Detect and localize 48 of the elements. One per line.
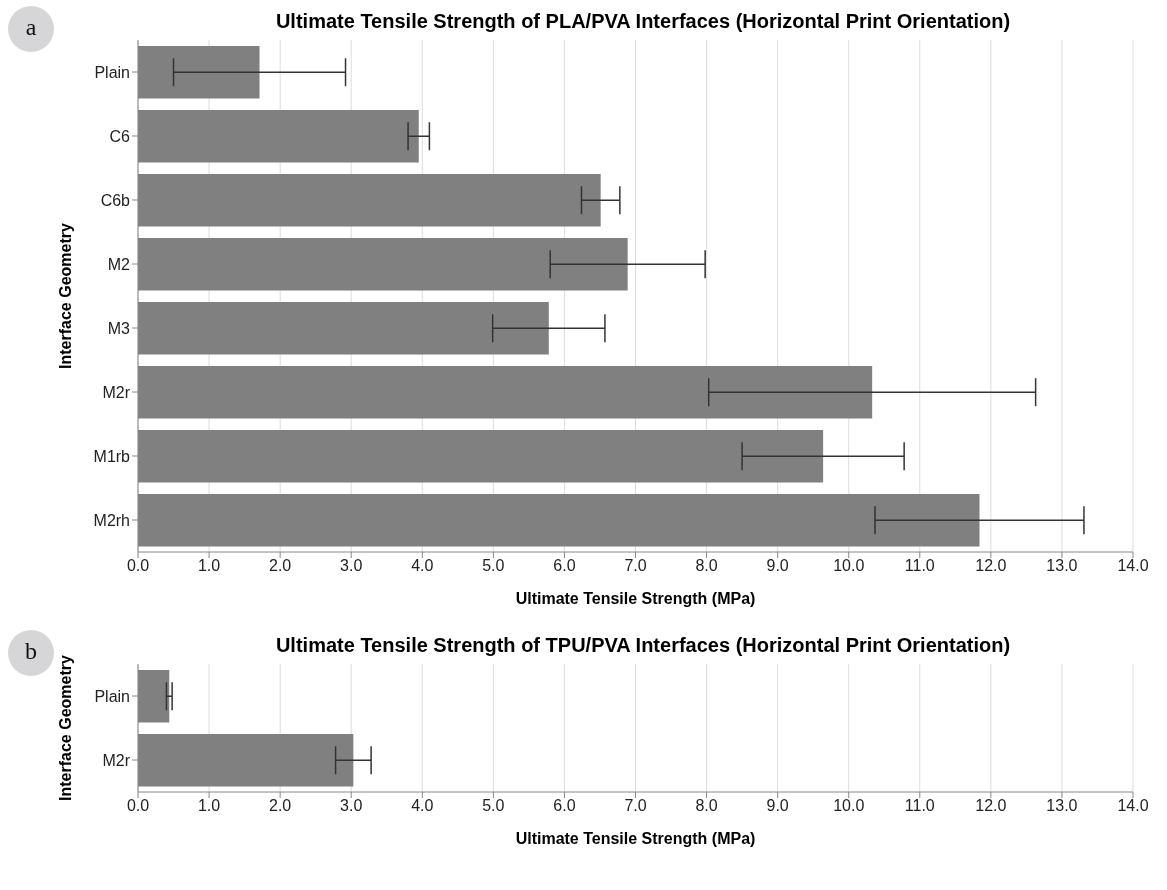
x-tick-label: 7.0 bbox=[624, 557, 647, 575]
y-tick-label: C6b bbox=[100, 191, 131, 209]
x-tick-label: 1.0 bbox=[197, 557, 221, 575]
y-tick-label: Plain bbox=[94, 63, 130, 81]
x-tick-label: 2.0 bbox=[269, 557, 292, 575]
y-tick-label: M3 bbox=[107, 319, 131, 337]
x-axis-title: Ultimate Tensile Strength (MPa) bbox=[515, 590, 756, 607]
y-tick-label: M2 bbox=[107, 255, 131, 273]
y-tick-label: M2r bbox=[102, 751, 131, 769]
x-tick-label: 11.0 bbox=[904, 557, 935, 575]
y-tick-label: Plain bbox=[94, 687, 130, 705]
chart-title: Ultimate Tensile Strength of TPU/PVA Interfaces (Horizontal Print Orientation) bbox=[274, 634, 1012, 657]
x-tick-label: 7.0 bbox=[624, 797, 647, 815]
x-tick-label: 8.0 bbox=[695, 797, 718, 815]
text: a bbox=[24, 14, 38, 41]
y-axis-title: Interface Geometry bbox=[56, 654, 75, 803]
x-tick-label: 0.0 bbox=[126, 797, 150, 815]
x-tick-label: 10.0 bbox=[833, 557, 865, 575]
x-tick-label: 11.0 bbox=[904, 797, 935, 815]
y-tick-label: M2r bbox=[102, 383, 131, 401]
x-tick-label: 12.0 bbox=[975, 797, 1007, 815]
x-tick-label: 0.0 bbox=[126, 557, 150, 575]
x-tick-label: 6.0 bbox=[553, 797, 576, 815]
y-tick-label: M2rh bbox=[93, 511, 130, 529]
x-tick-label: 2.0 bbox=[269, 797, 292, 815]
x-tick-label: 8.0 bbox=[695, 557, 718, 575]
x-tick-label: 9.0 bbox=[766, 557, 789, 575]
y-tick-label: C6 bbox=[109, 127, 131, 145]
y-tick-label: M1rb bbox=[93, 447, 131, 465]
x-tick-label: 5.0 bbox=[482, 557, 505, 575]
chart-title: Ultimate Tensile Strength of PLA/PVA Interfaces (Horizontal Print Orientation) bbox=[274, 10, 1012, 33]
x-tick-label: 13.0 bbox=[1046, 797, 1078, 815]
x-tick-label: 5.0 bbox=[482, 797, 505, 815]
y-axis-title: Interface Geometry bbox=[56, 222, 75, 371]
x-tick-label: 9.0 bbox=[766, 797, 789, 815]
x-tick-label: 4.0 bbox=[411, 557, 434, 575]
x-tick-label: 10.0 bbox=[833, 797, 865, 815]
x-tick-label: 12.0 bbox=[975, 557, 1007, 575]
x-tick-label: 13.0 bbox=[1046, 557, 1078, 575]
x-tick-label: 3.0 bbox=[340, 797, 363, 815]
x-axis-title: Ultimate Tensile Strength (MPa) bbox=[515, 830, 756, 847]
x-tick-label: 14.0 bbox=[1117, 797, 1149, 815]
x-tick-label: 14.0 bbox=[1117, 557, 1149, 575]
text: b bbox=[24, 638, 38, 665]
x-tick-label: 3.0 bbox=[340, 557, 363, 575]
x-tick-label: 4.0 bbox=[411, 797, 434, 815]
x-tick-label: 1.0 bbox=[197, 797, 221, 815]
x-tick-label: 6.0 bbox=[553, 557, 576, 575]
